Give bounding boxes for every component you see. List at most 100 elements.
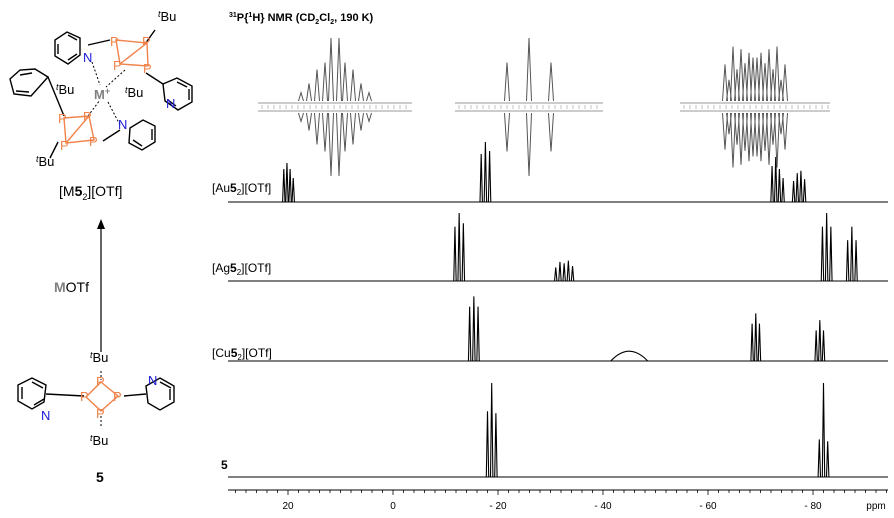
- nmr-peak: [558, 261, 562, 282]
- nmr-peak: [821, 382, 826, 478]
- inset-peak: [548, 62, 554, 102]
- phosphorus-atom: P: [83, 109, 92, 124]
- inset-peak: [738, 112, 744, 165]
- nmr-peak: [566, 260, 571, 282]
- spectrum-title: 31P{1H} NMR (CD2Cl2, 190 K): [229, 12, 374, 26]
- spectrum-label: [Ag52][OTf]: [212, 261, 271, 277]
- inset-peak: [306, 83, 312, 102]
- nmr-peak: [461, 223, 466, 282]
- complex-structure: P P P P P P P P N N N M+ tBu tBu tBu tBu…: [9, 9, 193, 202]
- nmr-peak: [820, 226, 825, 282]
- inset-peak: [758, 112, 764, 162]
- inset-peak: [782, 112, 788, 150]
- inset-peak: [298, 112, 304, 124]
- nmr-peak: [285, 162, 289, 203]
- inset-peak: [328, 112, 334, 177]
- nmr-peak: [777, 168, 782, 203]
- tbu-group: tBu: [36, 154, 54, 169]
- tbu-group: tBu: [90, 350, 108, 365]
- nmr-peak: [854, 240, 858, 282]
- phosphorus-atom: P: [58, 111, 67, 126]
- nmr-peak: [791, 180, 796, 203]
- inset-peak: [774, 112, 780, 168]
- phosphorus-atom: P: [96, 374, 105, 389]
- nmr-peak: [757, 323, 762, 362]
- inset-peak: [758, 52, 764, 102]
- inset-peak: [298, 90, 304, 102]
- spectrum-label: 5: [221, 458, 228, 472]
- nmr-peak: [554, 267, 558, 282]
- tbu-group: tBu: [125, 85, 143, 100]
- inset-peak: [754, 112, 760, 157]
- inset-peak: [358, 112, 364, 131]
- nmr-peak: [288, 168, 292, 203]
- nmr-peak: [770, 165, 774, 203]
- x-axis-unit: ppm: [866, 501, 885, 512]
- ligand-structure: P P P P N N tBu tBu 5: [17, 350, 175, 485]
- inset-peak: [314, 69, 320, 102]
- spectra-group: [228, 141, 888, 478]
- inset-peak: [336, 112, 342, 177]
- nmr-peak: [476, 306, 480, 362]
- inset-peak: [342, 62, 348, 102]
- tbu-group: tBu: [158, 9, 176, 24]
- inset-peak: [366, 112, 372, 124]
- phosphorus-atom: P: [80, 389, 89, 404]
- nmr-peak: [487, 150, 492, 203]
- inset-peak: [322, 62, 328, 102]
- nmr-peak: [829, 226, 833, 282]
- nmr-peak: [802, 179, 807, 203]
- nmr-peak: [282, 168, 286, 203]
- x-tick-label: 20: [282, 501, 294, 512]
- nmr-peak: [781, 177, 785, 203]
- phosphorus-atom: P: [113, 58, 122, 73]
- inset-peak: [746, 112, 752, 162]
- nmr-peak: [850, 226, 854, 282]
- x-axis: 20 0 - 20 - 40 - 60 - 80 ppm: [228, 489, 888, 512]
- tbu-group: tBu: [56, 82, 74, 97]
- x-tick-label: 0: [390, 501, 396, 512]
- nmr-peak: [472, 296, 476, 362]
- nmr-peak: [453, 226, 457, 282]
- nmr-peak: [291, 177, 295, 203]
- inset-peak: [314, 112, 320, 145]
- inset-peak: [504, 62, 510, 102]
- spectrum-label: [Au52][OTf]: [212, 181, 271, 197]
- inset-peak: [722, 64, 728, 102]
- inset-peak: [366, 90, 372, 102]
- spectrum-trace: [228, 382, 888, 478]
- inset-peak: [342, 112, 348, 152]
- inset-peak: [722, 112, 728, 150]
- phosphorus-atom: P: [142, 34, 151, 49]
- inset-peak: [526, 112, 532, 177]
- inset-peak: [750, 112, 756, 157]
- nitrogen-atom: N: [118, 117, 127, 132]
- nmr-peak: [457, 212, 461, 282]
- nmr-peak: [845, 240, 850, 282]
- inset-peak: [350, 112, 356, 145]
- metal-atom: M+: [94, 86, 110, 102]
- inset-panel: [680, 46, 830, 168]
- inset-panel: [258, 37, 412, 177]
- nmr-peak: [795, 173, 799, 203]
- nmr-peak: [485, 411, 490, 478]
- inset-peak: [336, 37, 342, 102]
- phosphorus-atom: P: [110, 34, 119, 49]
- nmr-peak: [818, 320, 822, 362]
- inset-peak: [738, 49, 744, 102]
- nmr-peak: [467, 306, 472, 362]
- spectrum-trace: [228, 212, 888, 282]
- inset-peak: [548, 112, 554, 152]
- phosphorus-atom: P: [96, 406, 105, 421]
- inset-peak: [322, 112, 328, 152]
- series-labels: [Au52][OTf] [Ag52][OTf] [Cu52][OTf] 5: [212, 181, 272, 472]
- nmr-peak: [610, 350, 649, 362]
- tbu-group: tBu: [90, 433, 108, 448]
- inset-peak: [350, 69, 356, 102]
- nmr-peak: [750, 323, 754, 362]
- reaction-arrow: [97, 219, 105, 352]
- x-tick-label: - 40: [594, 501, 612, 512]
- ligand-label: 5: [96, 469, 104, 485]
- inset-peak: [754, 57, 760, 102]
